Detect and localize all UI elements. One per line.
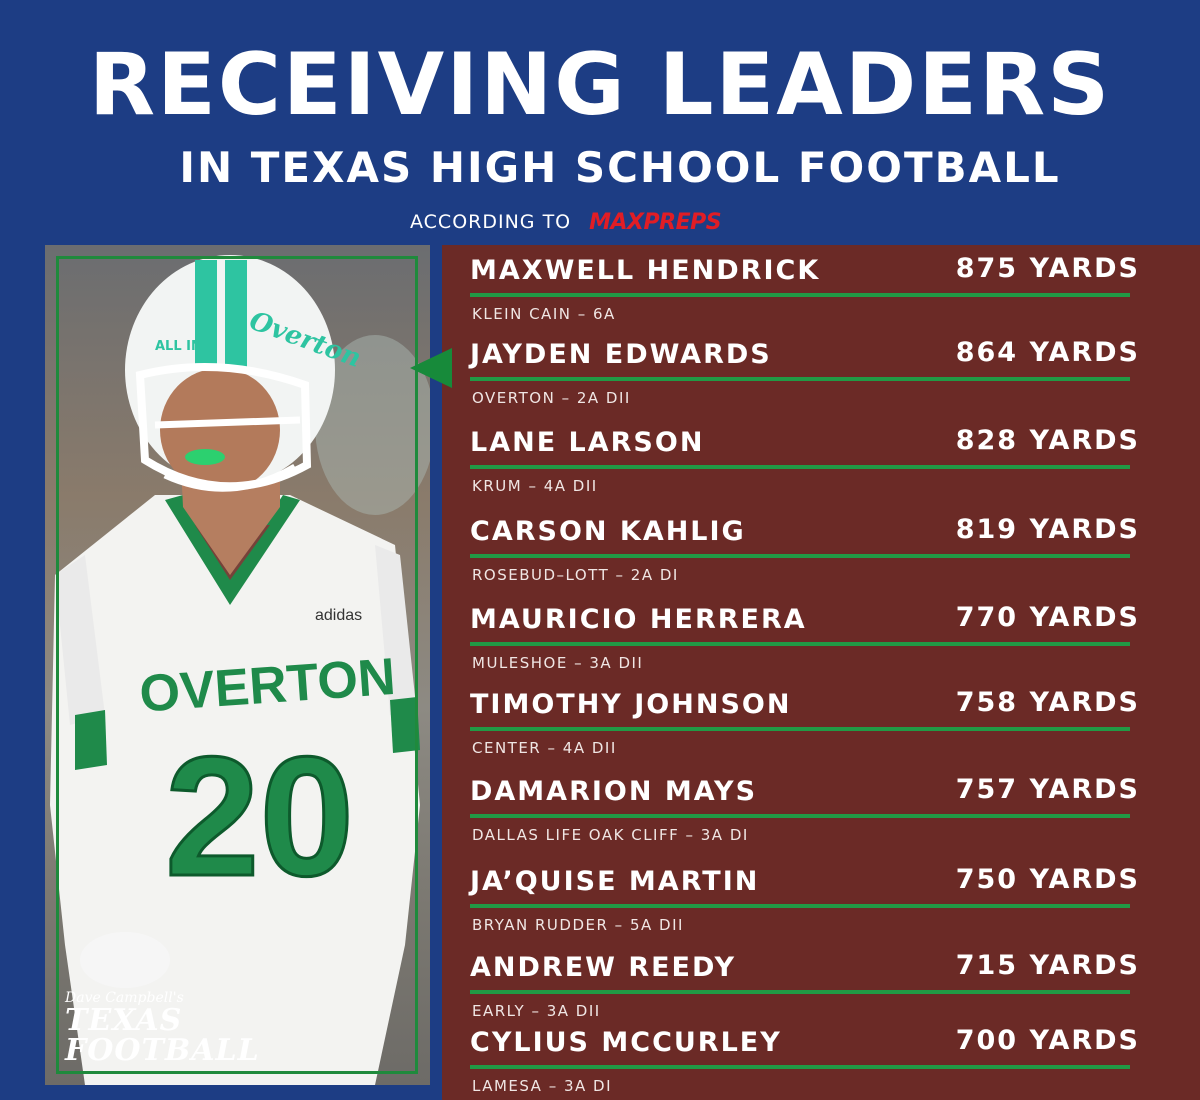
player-yards: 757 YARDS [955, 774, 1140, 805]
player-yards: 750 YARDS [955, 864, 1140, 895]
player-school: EARLY – 3A DII [472, 1002, 601, 1020]
right-sleeve-stripe [390, 697, 420, 753]
background-player [315, 335, 430, 515]
watermark-line1: TEXAS [65, 1003, 183, 1038]
glove [80, 932, 170, 988]
player-name: CYLIUS MCCURLEY [470, 1027, 782, 1058]
adidas-logo: adidas [315, 607, 362, 624]
row-underline [470, 990, 1130, 994]
facemask [135, 363, 312, 491]
player-name: MAURICIO HERRERA [470, 604, 807, 635]
row-underline [470, 554, 1130, 558]
page-title: RECEIVING LEADERS [88, 35, 1112, 135]
watermark-small: Dave Campbell's [65, 990, 184, 1006]
row-underline [470, 293, 1130, 297]
mouthguard [185, 449, 225, 465]
player-school: LAMESA – 3A DI [472, 1077, 613, 1095]
source-credit: ACCORDING TO MAXPREPS [410, 205, 722, 239]
according-to-label: ACCORDING TO [410, 211, 572, 233]
left-sleeve-stripe [75, 710, 107, 770]
row-underline [470, 814, 1130, 818]
player-school: KLEIN CAIN – 6A [472, 305, 616, 323]
player-yards: 864 YARDS [955, 337, 1140, 368]
row-underline [470, 377, 1130, 381]
row-underline [470, 465, 1130, 469]
player-yards: 770 YARDS [955, 602, 1140, 633]
player-figure: Overton ALL IN adidas OVERTON 20 [50, 255, 430, 1085]
helmet-stripe [225, 260, 247, 370]
player-school: BRYAN RUDDER – 5A DII [472, 916, 684, 934]
player-yards: 828 YARDS [955, 425, 1140, 456]
player-name: JAYDEN EDWARDS [470, 339, 772, 370]
watermark-line2: FOOTBALL [65, 1033, 260, 1068]
player-yards: 758 YARDS [955, 687, 1140, 718]
player-yards: 715 YARDS [955, 950, 1140, 981]
page-subtitle: IN TEXAS HIGH SCHOOL FOOTBALL [179, 143, 1061, 192]
player-yards: 875 YARDS [955, 253, 1140, 284]
player-school: MULESHOE – 3A DII [472, 654, 644, 672]
row-underline [470, 904, 1130, 908]
helmet-slogan: ALL IN [155, 339, 202, 354]
player-school: DALLAS LIFE OAK CLIFF – 3A DI [472, 826, 749, 844]
player-school: OVERTON – 2A DII [472, 389, 631, 407]
player-school: ROSEBUD–LOTT – 2A DI [472, 566, 679, 584]
maxpreps-logo: MAXPREPS [589, 209, 722, 235]
featured-player-pointer [410, 348, 452, 388]
leaders-panel [442, 245, 1200, 1100]
player-name: JA’QUISE MARTIN [470, 866, 760, 897]
player-name: CARSON KAHLIG [470, 516, 746, 547]
player-yards: 700 YARDS [955, 1025, 1140, 1056]
row-underline [470, 727, 1130, 731]
player-school: KRUM – 4A DII [472, 477, 598, 495]
player-name: TIMOTHY JOHNSON [470, 689, 792, 720]
row-underline [470, 642, 1130, 646]
photo-frame [56, 256, 418, 1074]
facemask-bar [154, 416, 301, 429]
texas-football-logo: Dave Campbell's TEXAS FOOTBALL [65, 990, 260, 1066]
row-underline [470, 1065, 1130, 1069]
player-school: CENTER – 4A DII [472, 739, 617, 757]
facemask-bar [163, 463, 297, 492]
player-name: LANE LARSON [470, 427, 705, 458]
right-sleeve [375, 545, 417, 715]
helmet-stripe [195, 260, 217, 370]
player-name: MAXWELL HENDRICK [470, 255, 821, 286]
player-name: DAMARION MAYS [470, 776, 758, 807]
jersey-number: 20 [165, 722, 354, 912]
player-yards: 819 YARDS [955, 514, 1140, 545]
left-sleeve [55, 555, 105, 725]
player-name: ANDREW REEDY [470, 952, 736, 983]
